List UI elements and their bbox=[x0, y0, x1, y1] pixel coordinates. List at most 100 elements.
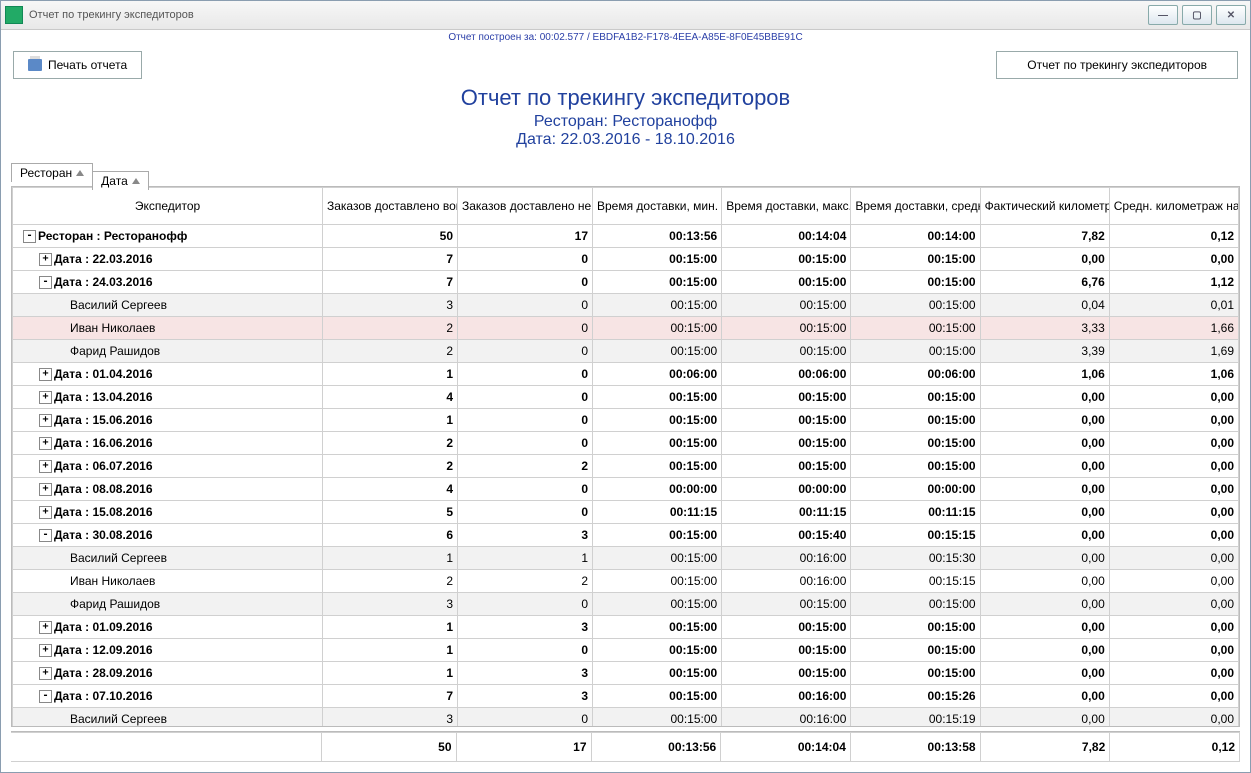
row-label: Василий Сергеев bbox=[70, 298, 167, 312]
cell: 0 bbox=[458, 639, 593, 662]
table-row[interactable]: + Дата : 08.08.20164000:00:0000:00:0000:… bbox=[13, 478, 1239, 501]
cell: 3 bbox=[458, 616, 593, 639]
table-row[interactable]: Иван Николаев2000:15:0000:15:0000:15:003… bbox=[13, 317, 1239, 340]
collapse-button[interactable]: - bbox=[39, 276, 52, 289]
cell: 00:15:00 bbox=[722, 639, 851, 662]
expand-button[interactable]: + bbox=[39, 644, 52, 657]
cell: 00:13:56 bbox=[593, 225, 722, 248]
cell: 00:15:00 bbox=[851, 455, 980, 478]
group-tab-date[interactable]: Дата bbox=[92, 171, 149, 190]
table-row[interactable]: + Дата : 15.06.20161000:15:0000:15:0000:… bbox=[13, 409, 1239, 432]
group-tab-label: Дата bbox=[101, 174, 128, 188]
cell: 0,00 bbox=[1109, 455, 1238, 478]
collapse-button[interactable]: - bbox=[39, 529, 52, 542]
table-row[interactable]: Василий Сергеев1100:15:0000:16:0000:15:3… bbox=[13, 547, 1239, 570]
col-header[interactable]: Время доставки, средн. bbox=[851, 188, 980, 225]
cell: 00:15:30 bbox=[851, 547, 980, 570]
table-row[interactable]: - Дата : 24.03.20167000:15:0000:15:0000:… bbox=[13, 271, 1239, 294]
table-row[interactable]: + Дата : 28.09.20161300:15:0000:15:0000:… bbox=[13, 662, 1239, 685]
cell: 00:15:00 bbox=[722, 340, 851, 363]
cell: 00:16:00 bbox=[722, 570, 851, 593]
cell: 00:00:00 bbox=[851, 478, 980, 501]
expand-button[interactable]: + bbox=[39, 667, 52, 680]
cell: 00:06:00 bbox=[593, 363, 722, 386]
expand-button[interactable]: + bbox=[39, 414, 52, 427]
col-header[interactable]: Время доставки, макс. bbox=[722, 188, 851, 225]
printer-icon bbox=[28, 59, 42, 71]
cell: 3 bbox=[458, 685, 593, 708]
cell: 00:15:00 bbox=[593, 432, 722, 455]
expand-button[interactable]: + bbox=[39, 506, 52, 519]
table-row[interactable]: Иван Николаев2200:15:0000:16:0000:15:150… bbox=[13, 570, 1239, 593]
cell: 0,00 bbox=[1109, 409, 1238, 432]
table-row[interactable]: Фарид Рашидов2000:15:0000:15:0000:15:003… bbox=[13, 340, 1239, 363]
expand-button[interactable]: + bbox=[39, 391, 52, 404]
expand-button[interactable]: + bbox=[39, 460, 52, 473]
cell: 00:16:00 bbox=[722, 547, 851, 570]
col-header[interactable]: Фактический километраж bbox=[980, 188, 1109, 225]
cell: 1,06 bbox=[1109, 363, 1238, 386]
collapse-button[interactable]: - bbox=[23, 230, 36, 243]
close-button[interactable]: ✕ bbox=[1216, 5, 1246, 25]
report-grid: ЭкспедиторЗаказов доставлено вовремяЗака… bbox=[11, 186, 1240, 727]
cell: 00:00:00 bbox=[593, 478, 722, 501]
table-row[interactable]: Фарид Рашидов3000:15:0000:15:0000:15:000… bbox=[13, 593, 1239, 616]
table-row[interactable]: + Дата : 22.03.20167000:15:0000:15:0000:… bbox=[13, 248, 1239, 271]
cell: 0,00 bbox=[1109, 248, 1238, 271]
col-header[interactable]: Средн. километраж на заказ bbox=[1109, 188, 1238, 225]
table-row[interactable]: + Дата : 15.08.20165000:11:1500:11:1500:… bbox=[13, 501, 1239, 524]
expand-button[interactable]: + bbox=[39, 368, 52, 381]
cell: 3,39 bbox=[980, 340, 1109, 363]
row-label: Иван Николаев bbox=[70, 574, 155, 588]
report-sub2: Дата: 22.03.2016 - 18.10.2016 bbox=[1, 131, 1250, 149]
cell: 00:15:00 bbox=[851, 616, 980, 639]
expand-button[interactable]: + bbox=[39, 253, 52, 266]
report-name-label: Отчет по трекингу экспедиторов bbox=[1027, 58, 1207, 72]
cell: 00:14:04 bbox=[722, 225, 851, 248]
minimize-button[interactable]: — bbox=[1148, 5, 1178, 25]
table-row[interactable]: + Дата : 01.04.20161000:06:0000:06:0000:… bbox=[13, 363, 1239, 386]
table-row[interactable]: + Дата : 16.06.20162000:15:0000:15:0000:… bbox=[13, 432, 1239, 455]
cell: 2 bbox=[458, 455, 593, 478]
toolbar: Печать отчета Отчет по трекингу экспедит… bbox=[1, 43, 1250, 81]
expand-button[interactable]: + bbox=[39, 437, 52, 450]
cell: 3 bbox=[323, 708, 458, 728]
expand-button[interactable]: + bbox=[39, 621, 52, 634]
row-label: Дата : 15.08.2016 bbox=[54, 505, 153, 519]
maximize-button[interactable]: ▢ bbox=[1182, 5, 1212, 25]
expand-button[interactable]: + bbox=[39, 483, 52, 496]
table-row[interactable]: + Дата : 13.04.20164000:15:0000:15:0000:… bbox=[13, 386, 1239, 409]
cell: 2 bbox=[458, 570, 593, 593]
col-header[interactable]: Время доставки, мин. bbox=[593, 188, 722, 225]
cell: 00:15:00 bbox=[851, 639, 980, 662]
table-row[interactable]: Василий Сергеев3000:15:0000:15:0000:15:0… bbox=[13, 294, 1239, 317]
col-header[interactable]: Экспедитор bbox=[13, 188, 323, 225]
table-row[interactable]: + Дата : 12.09.20161000:15:0000:15:0000:… bbox=[13, 639, 1239, 662]
total-cell: 7,82 bbox=[980, 733, 1110, 762]
cell: 0,00 bbox=[980, 593, 1109, 616]
row-label: Фарид Рашидов bbox=[70, 597, 160, 611]
cell: 0 bbox=[458, 294, 593, 317]
report-name-button[interactable]: Отчет по трекингу экспедиторов bbox=[996, 51, 1238, 79]
print-button[interactable]: Печать отчета bbox=[13, 51, 142, 79]
cell: 0,00 bbox=[1109, 685, 1238, 708]
table-row[interactable]: - Дата : 30.08.20166300:15:0000:15:4000:… bbox=[13, 524, 1239, 547]
cell: 0 bbox=[458, 593, 593, 616]
col-header[interactable]: Заказов доставлено не вовремя bbox=[458, 188, 593, 225]
table-row[interactable]: + Дата : 06.07.20162200:15:0000:15:0000:… bbox=[13, 455, 1239, 478]
cell: 2 bbox=[323, 317, 458, 340]
table-row[interactable]: Василий Сергеев3000:15:0000:16:0000:15:1… bbox=[13, 708, 1239, 728]
total-cell: 50 bbox=[321, 733, 456, 762]
cell: 00:15:00 bbox=[722, 616, 851, 639]
group-tab-restaurant[interactable]: Ресторан bbox=[11, 163, 93, 182]
cell: 2 bbox=[323, 340, 458, 363]
cell: 7 bbox=[323, 248, 458, 271]
row-label: Дата : 16.06.2016 bbox=[54, 436, 153, 450]
report-title: Отчет по трекингу экспедиторов bbox=[1, 85, 1250, 111]
table-row[interactable]: + Дата : 01.09.20161300:15:0000:15:0000:… bbox=[13, 616, 1239, 639]
table-row[interactable]: - Дата : 07.10.20167300:15:0000:16:0000:… bbox=[13, 685, 1239, 708]
cell: 6 bbox=[323, 524, 458, 547]
col-header[interactable]: Заказов доставлено вовремя bbox=[323, 188, 458, 225]
table-row[interactable]: - Ресторан : Ресторанофф501700:13:5600:1… bbox=[13, 225, 1239, 248]
collapse-button[interactable]: - bbox=[39, 690, 52, 703]
